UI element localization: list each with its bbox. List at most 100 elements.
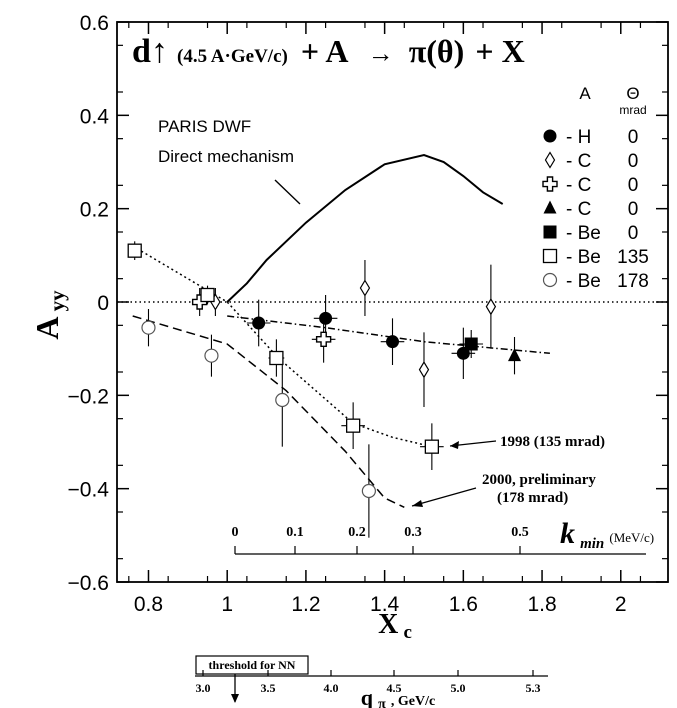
annotation-2000-line1: 2000, preliminary xyxy=(482,472,596,488)
qpi-tick-label: 4.5 xyxy=(387,681,402,695)
data-point-open-circle xyxy=(141,320,156,335)
y-tick-label: −0.6 xyxy=(68,572,109,595)
legend-theta: 0 xyxy=(628,127,639,148)
data-point-open-square xyxy=(269,350,284,366)
legend-label: - H xyxy=(566,127,591,148)
title-arrow: → xyxy=(368,39,394,68)
kmin-tick-label: 0.1 xyxy=(286,525,304,540)
axis-ticks-layer: 0.8 1 1.2 1.4 1.6 1.8 2 0.6 0.4 0.2 0 −0.2 −0.4 −0.6 xyxy=(68,12,668,616)
legend-label: - C xyxy=(566,151,591,172)
annotation-paris-pointer xyxy=(274,179,301,205)
data-point-open-circle xyxy=(361,483,376,499)
x-tick-label: 2 xyxy=(615,593,627,616)
y-tick-label: −0.4 xyxy=(68,479,110,502)
title-d: d↑ xyxy=(132,33,168,70)
qpi-tick-label: 3.0 xyxy=(196,681,211,695)
qpi-label-sub: π xyxy=(378,697,386,708)
y-axis-label: A yy xyxy=(29,290,69,340)
qpi-tick-label: 5.3 xyxy=(526,681,541,695)
data-point-open-square xyxy=(127,243,142,258)
x-tick-label: 0.8 xyxy=(134,593,163,616)
data-point-open-circle xyxy=(204,348,219,363)
data-point-filled-square xyxy=(464,337,478,351)
qpi-tick-label: 5.0 xyxy=(451,681,466,695)
x-tick-label: 1.4 xyxy=(370,593,400,616)
data-point-open-diamond xyxy=(485,298,497,316)
x-tick-label: 1 xyxy=(221,593,233,616)
kmin-axis-label: k min (MeV/c) xyxy=(560,517,654,552)
legend-marker-filled-square xyxy=(543,225,557,239)
kmin-label-sub: min xyxy=(580,536,604,552)
annotation-2000-line2: (178 mrad) xyxy=(497,490,568,506)
data-point-filled-circle xyxy=(252,316,266,330)
x-label-sub: c xyxy=(403,622,411,643)
curve-dashed xyxy=(132,315,405,508)
y-label-sub: yy xyxy=(45,290,69,312)
legend-label: - C xyxy=(566,199,591,220)
marker-layer xyxy=(127,243,522,499)
kmin-tick-label: 0.3 xyxy=(404,525,422,540)
legend-col-theta: Θ xyxy=(626,84,639,103)
x-tick-label: 1.8 xyxy=(527,593,556,616)
legend-theta: 178 xyxy=(617,271,649,292)
data-point-open-diamond xyxy=(359,279,371,297)
kmin-label-unit: (MeV/c) xyxy=(609,530,654,545)
legend: A Θ mrad - H 0 - C 0 - C 0 - C 0 - Be 0 - Be 135 - B… xyxy=(542,84,649,292)
y-tick-label: 0 xyxy=(97,292,109,315)
data-point-open-diamond xyxy=(418,361,430,379)
kmin-axis: k min (MeV/c) 0 0.1 0.2 0.3 0.5 xyxy=(232,517,654,555)
y-tick-label: 0.6 xyxy=(80,12,109,35)
x-tick-label: 1.2 xyxy=(291,593,320,616)
x-tick-label: 1.6 xyxy=(449,593,478,616)
data-point-open-circle xyxy=(275,392,290,408)
data-point-open-square xyxy=(424,439,440,454)
annotation-2000-arrowhead xyxy=(412,500,423,507)
qpi-tick-label: 4.0 xyxy=(324,681,339,695)
legend-col-theta-unit: mrad xyxy=(619,103,646,117)
kmin-label-main: k xyxy=(560,517,575,550)
title-pi: π(θ) xyxy=(409,33,465,69)
legend-marker-open-diamond xyxy=(544,151,556,169)
qpi-axis-label: q π , GeV/c xyxy=(361,685,435,708)
legend-label: - Be xyxy=(566,247,601,268)
legend-marker-open-circle xyxy=(542,272,558,288)
data-point-open-cross xyxy=(315,331,332,348)
annotation-2000-arrow xyxy=(411,487,477,507)
x-axis-label: X c xyxy=(378,609,412,643)
legend-theta: 0 xyxy=(628,175,639,196)
qpi-label-main: q xyxy=(361,685,374,708)
curve-dash-dot xyxy=(227,315,550,355)
curve-solid xyxy=(226,153,504,303)
kmin-tick-label: 0.5 xyxy=(511,525,529,540)
threshold-box xyxy=(195,655,309,675)
legend-label: - Be xyxy=(566,271,601,292)
legend-theta: 135 xyxy=(617,247,649,268)
legend-theta: 0 xyxy=(628,199,639,220)
y-tick-label: −0.2 xyxy=(68,385,109,408)
qpi-axis: threshold for NN q π , GeV/c 3.0 3.5 4.0 4.… xyxy=(195,655,548,708)
y-label-main: A xyxy=(29,316,65,339)
y-tick-label: 0.2 xyxy=(80,199,109,222)
x-label-main: X xyxy=(378,609,398,640)
plot-area: 0.8 1 1.2 1.4 1.6 1.8 2 0.6 0.4 0.2 0 −0.2 −0.4 −0.6 xyxy=(68,12,669,616)
legend-label: - C xyxy=(566,175,591,196)
data-point-filled-circle xyxy=(319,311,333,325)
title-beam: (4.5 A·GeV/c) xyxy=(177,46,288,67)
title-plus-x: + X xyxy=(475,33,524,69)
kmin-tick-label: 0 xyxy=(232,525,239,540)
threshold-label: threshold for NN xyxy=(209,658,296,672)
y-tick-label: 0.4 xyxy=(80,105,110,128)
legend-marker-open-cross xyxy=(542,176,558,192)
annotation-1998: 1998 (135 mrad) xyxy=(500,434,605,450)
annotation-1998-arrowhead xyxy=(450,441,459,449)
chart-title: d↑ (4.5 A·GeV/c) + A → π(θ) + X xyxy=(132,33,525,70)
qpi-label-unit: , GeV/c xyxy=(391,694,435,708)
qpi-tick-label: 3.5 xyxy=(261,681,276,695)
legend-marker-filled-triangle xyxy=(543,200,557,214)
data-point-open-square xyxy=(200,287,215,303)
data-point-filled-triangle xyxy=(508,348,522,362)
legend-marker-open-square xyxy=(542,248,558,264)
title-plus-a: + A xyxy=(301,33,349,69)
kmin-tick-label: 0.2 xyxy=(348,525,366,540)
